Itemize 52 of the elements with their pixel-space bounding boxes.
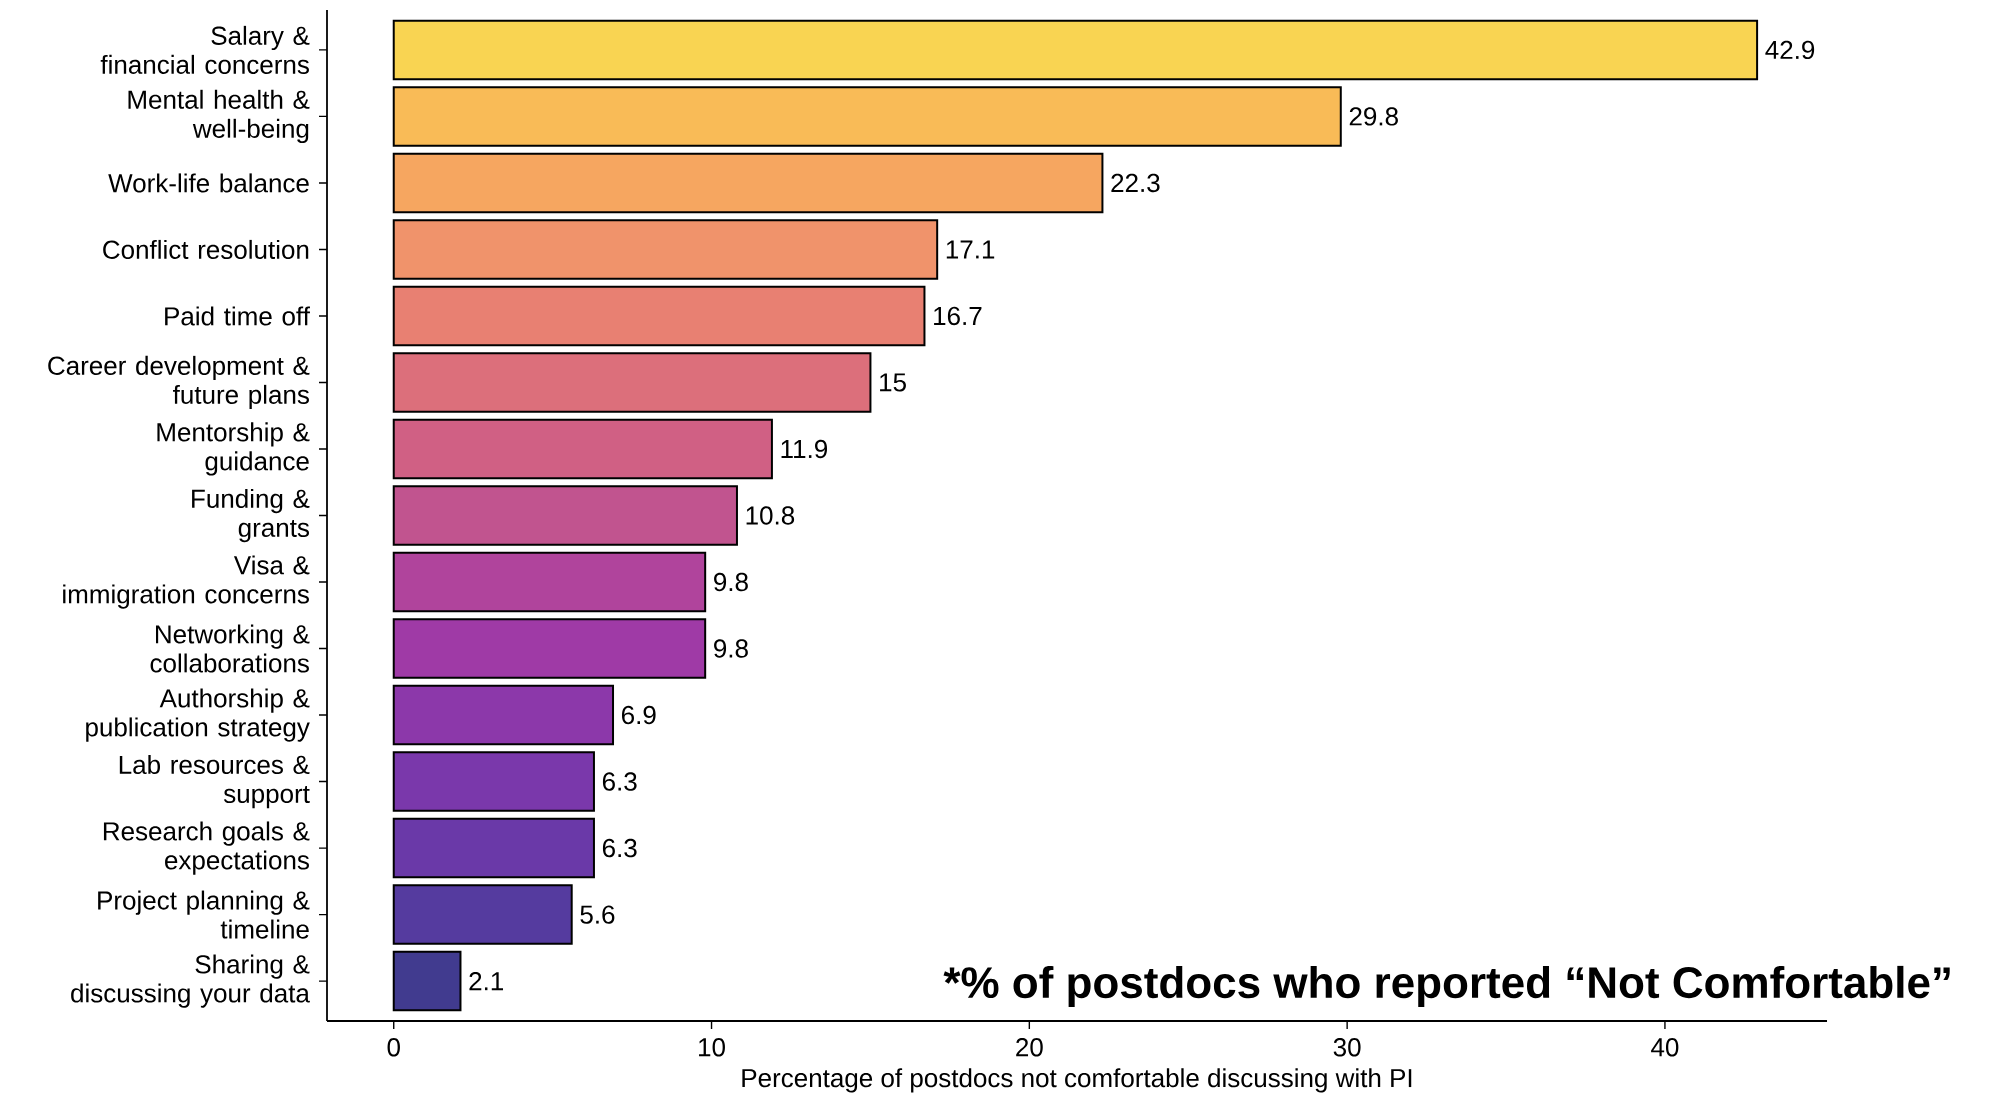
annotation: *% of postdocs who reported “Not Comfortable” xyxy=(943,965,1950,1007)
y-tick-label: Career development & future plans xyxy=(48,355,310,410)
bar xyxy=(392,817,595,879)
data-label: 42.9 xyxy=(1765,40,1815,60)
y-tick-label: Funding & grants xyxy=(192,488,310,543)
y-tick-label: Project planning & timeline xyxy=(98,890,310,939)
data-label: 22.3 xyxy=(1111,173,1160,193)
bar xyxy=(392,618,707,679)
bar xyxy=(392,219,939,280)
bar xyxy=(392,352,872,413)
data-label: 6.3 xyxy=(602,838,637,858)
bar xyxy=(392,751,595,812)
y-tick-label: Networking & collaborations xyxy=(150,624,310,673)
x-tick-label: 30 xyxy=(1333,1038,1361,1057)
x-tick-label: 20 xyxy=(1016,1038,1043,1057)
data-label: 9.8 xyxy=(714,572,748,592)
y-tick-label: Mental health & well-being xyxy=(128,89,310,144)
bar xyxy=(392,485,738,546)
bar xyxy=(392,950,462,1012)
data-label: 5.6 xyxy=(580,905,615,924)
y-tick-label: Research goals & expectations xyxy=(103,821,310,875)
data-label: 6.9 xyxy=(621,705,656,725)
y-tick-label: Mentorship & guidance xyxy=(157,422,310,476)
bar xyxy=(392,684,615,746)
y-tick-label: Paid time off xyxy=(165,306,310,326)
bar xyxy=(392,884,573,945)
data-label: 10.8 xyxy=(746,506,795,525)
data-label: 16.7 xyxy=(934,306,982,326)
x-axis-title: Percentage of postdocs not comfortable discussing with PI xyxy=(742,1068,1412,1093)
bar xyxy=(392,86,1342,147)
bar xyxy=(392,19,1759,81)
data-label: 29.8 xyxy=(1349,107,1398,126)
data-label: 2.1 xyxy=(469,972,504,991)
data-label: 9.8 xyxy=(714,639,748,658)
bar xyxy=(392,418,773,480)
y-tick-label: Conflict resolution xyxy=(103,239,309,259)
bar xyxy=(392,152,1104,214)
x-tick-label: 10 xyxy=(699,1038,725,1057)
data-label: 6.3 xyxy=(602,772,637,791)
bar xyxy=(392,285,926,347)
y-tick-label: Lab resources & support xyxy=(119,754,310,809)
x-tick-label: 40 xyxy=(1651,1038,1679,1057)
y-tick-label: Sharing & discussing your data xyxy=(71,954,310,1008)
bar xyxy=(392,551,707,613)
data-label: 15 xyxy=(880,373,906,392)
data-label: 17.1 xyxy=(946,240,995,259)
y-tick-label: Work-life balance xyxy=(108,173,309,193)
y-tick-label: Authorship & publication strategy xyxy=(86,688,310,742)
y-tick-label: Visa & immigration concerns xyxy=(63,555,310,609)
y-tick-label: Salary & financial concerns xyxy=(100,25,310,74)
data-label: 11.9 xyxy=(781,439,828,459)
x-tick-label: 0 xyxy=(387,1038,400,1057)
